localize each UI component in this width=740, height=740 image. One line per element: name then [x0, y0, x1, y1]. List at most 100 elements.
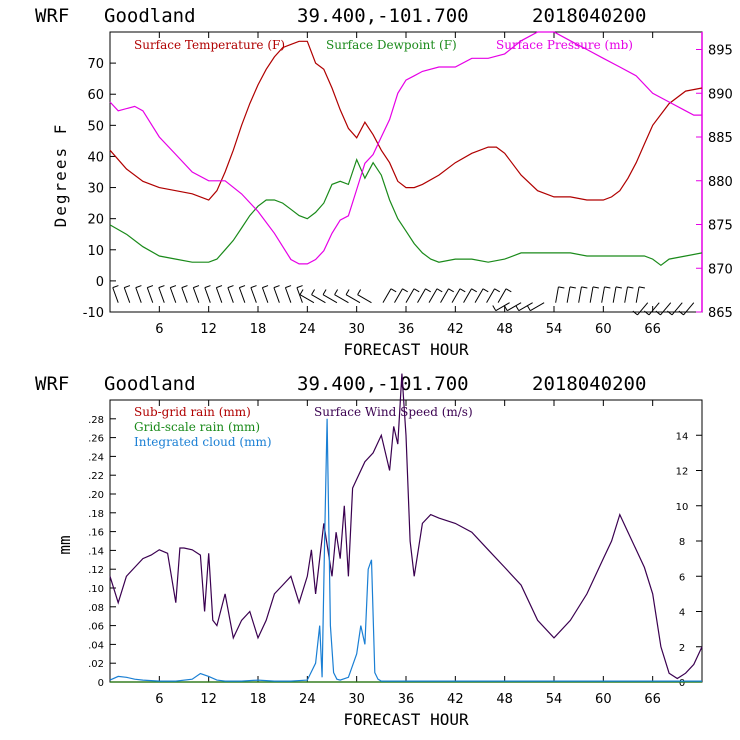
wind-barb — [566, 286, 576, 303]
p2-y-tick-label: .16 — [88, 528, 104, 539]
p2-x-tick-label: 6 — [155, 692, 163, 707]
p1-right-tick-label: 865 — [708, 306, 733, 321]
wind-barb — [655, 302, 672, 316]
wind-barb — [486, 288, 501, 303]
p1-right-tick-label: 870 — [708, 262, 733, 277]
wind-barb — [497, 288, 512, 303]
p2-y-tick-label: .06 — [88, 622, 104, 633]
wind-barb — [322, 289, 338, 304]
p2-y-ticks-right: 0 2 4 6 8 10 12 14 — [676, 431, 702, 689]
p2-legend-gridscale: Grid-scale rain (mm) — [134, 420, 260, 434]
wind-barb — [624, 286, 634, 303]
p2-y-tick-label: .10 — [88, 584, 104, 595]
p2-right-tick-label: 2 — [679, 643, 685, 654]
p2-x-tick-label: 36 — [398, 692, 415, 707]
wind-barb — [555, 286, 565, 303]
wind-barb — [515, 302, 533, 312]
p1-y-tick-label: -10 — [83, 306, 104, 321]
p1-right-tick-label: 885 — [708, 131, 733, 146]
wind-barb — [394, 288, 408, 303]
p1-right-tick-label: 895 — [708, 44, 733, 59]
p2-y-tick-label: .14 — [88, 546, 104, 557]
wind-barb — [192, 285, 200, 303]
wind-barb — [146, 285, 154, 303]
p1-x-tick-label: 48 — [496, 322, 513, 337]
p1-x-tick-label: 42 — [447, 322, 464, 337]
p2-y-tick-label: .24 — [88, 452, 104, 463]
wind-barb — [578, 286, 588, 303]
wind-barb — [123, 285, 131, 303]
p2-header-init: 2018040200 — [532, 373, 646, 395]
pressure-series-line — [109, 31, 702, 265]
p1-x-tick-label: 30 — [348, 322, 365, 337]
p2-x-tick-label: 24 — [299, 692, 316, 707]
p1-x-tick-label: 36 — [398, 322, 415, 337]
wind-barb — [503, 302, 522, 312]
wind-barb — [204, 285, 211, 303]
p1-x-tick-label: 60 — [595, 322, 612, 337]
wind-barb — [463, 288, 478, 303]
p2-right-tick-label: 8 — [679, 537, 685, 548]
p2-right-tick-label: 14 — [676, 431, 689, 442]
wind-barb — [284, 285, 292, 303]
p2-x-tick-label: 60 — [595, 692, 612, 707]
p2-right-tick-label: 6 — [679, 572, 685, 583]
p2-right-tick-label: 4 — [679, 608, 685, 619]
p2-x-tick-label: 54 — [546, 692, 563, 707]
wind-barb — [474, 288, 489, 303]
wind-barb — [345, 289, 361, 304]
p2-y-ticks-left: 0 .02 .04 .06 .08 .10 .12 .14 .16 .18 .20 .22 .24 .26… — [88, 415, 116, 689]
p1-x-tick-label: 24 — [299, 322, 316, 337]
p1-right-tick-label: 880 — [708, 175, 733, 190]
p2-legend-cloud: Integrated cloud (mm) — [134, 435, 272, 449]
wind-barb — [601, 286, 611, 303]
p1-plot-frame — [109, 31, 703, 313]
p1-header-coords: 39.400,-101.700 — [297, 5, 469, 27]
wind-barb — [644, 302, 660, 316]
p1-y-ticks-left: -10 0 10 20 30 40 50 60 70 — [83, 57, 116, 321]
p2-x-tick-label: 42 — [447, 692, 464, 707]
p2-y-tick-label: .26 — [88, 434, 104, 445]
wind-barb — [238, 285, 246, 303]
wind-barb — [526, 302, 545, 312]
p2-y-tick-label: .08 — [88, 603, 104, 614]
p1-legend-dew: Surface Dewpoint (F) — [326, 38, 457, 52]
wind-barb — [357, 289, 372, 304]
p1-header-init: 2018040200 — [532, 5, 646, 27]
dewpoint-series-line — [109, 157, 703, 267]
wind-barb — [678, 302, 695, 316]
p2-y-tick-label: .18 — [88, 509, 104, 520]
p2-legend-wind: Surface Wind Speed (m/s) — [314, 405, 473, 419]
temperature-series-line — [109, 40, 703, 201]
wind-barb — [261, 285, 269, 303]
p2-x-tick-label: 18 — [250, 692, 267, 707]
wind-barb — [169, 285, 177, 303]
wind-barb — [311, 289, 326, 304]
wind-barb — [181, 285, 188, 303]
wind-barb — [112, 285, 119, 303]
p2-x-tick-label: 66 — [644, 692, 661, 707]
p1-x-ticks: 6 12 18 24 30 36 42 48 54 60 66 — [155, 32, 661, 337]
p2-right-tick-label: 12 — [676, 467, 689, 478]
wind-barb — [632, 302, 649, 316]
wind-barb — [135, 285, 142, 303]
p1-legend-temp: Surface Temperature (F) — [134, 38, 285, 52]
p1-x-axis-label: FORECAST HOUR — [343, 340, 469, 359]
p1-y-tick-label: 40 — [87, 150, 104, 165]
p1-x-tick-label: 12 — [200, 322, 217, 337]
wind-barb — [405, 288, 420, 303]
p1-y-ticks-right: 865 870 875 880 885 890 895 — [696, 44, 733, 321]
p1-y-tick-label: 20 — [87, 213, 104, 228]
wind-barb — [589, 286, 599, 303]
p1-y-tick-label: 60 — [87, 88, 104, 103]
p1-legend-press: Surface Pressure (mb) — [496, 38, 633, 52]
p1-x-tick-label: 6 — [155, 322, 163, 337]
p2-y-axis-label: mm — [55, 535, 74, 554]
p1-y-tick-label: 10 — [87, 244, 104, 259]
p2-legend-subgrid: Sub-grid rain (mm) — [134, 405, 251, 419]
wind-barb — [417, 288, 431, 303]
wind-speed-series-line — [109, 373, 703, 680]
p1-right-tick-label: 875 — [708, 219, 733, 234]
